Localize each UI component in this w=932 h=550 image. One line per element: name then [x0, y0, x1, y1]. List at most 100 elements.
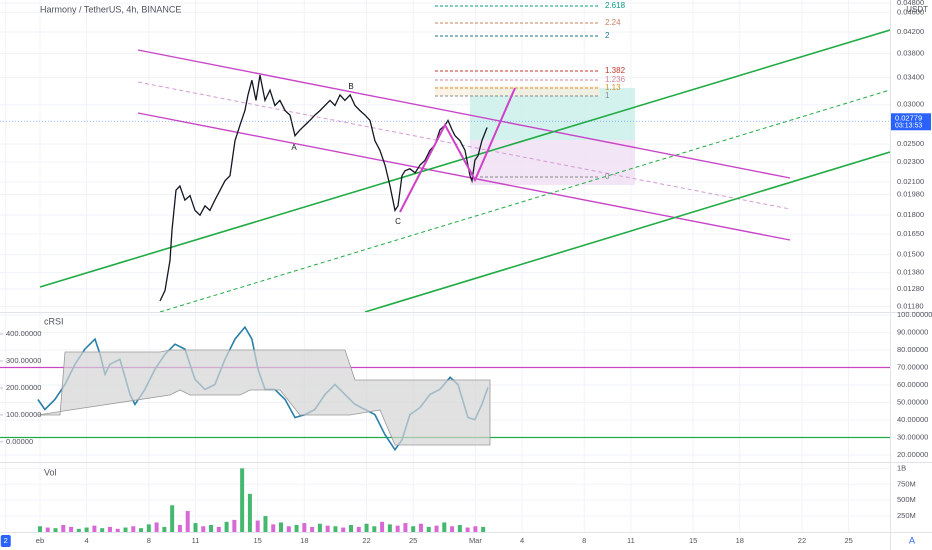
y-tick-label: 0.01500	[897, 250, 924, 259]
y-tick-label: 0.04800	[897, 0, 924, 7]
x-tick-label: 2	[4, 536, 8, 545]
volume-bar	[294, 525, 299, 532]
x-tick-label: 22	[798, 536, 806, 545]
volume-bar	[403, 523, 408, 532]
y-tick-label: 0.04200	[897, 27, 924, 36]
y-tick-label: 0.01380	[897, 268, 924, 277]
volume-bar	[372, 526, 377, 532]
pane-title: Vol	[44, 467, 57, 477]
x-tick-label: 11	[627, 536, 635, 545]
pitchfork-lower	[364, 151, 891, 313]
volume-bar	[92, 525, 97, 532]
pane-title: cRSI	[44, 316, 64, 326]
volume-bar	[84, 527, 89, 532]
axis-unit: USDT	[906, 5, 928, 14]
series-line	[159, 74, 488, 302]
volume-bar	[61, 525, 66, 532]
y-tick-label: 80.00000	[897, 345, 928, 354]
volume-bar	[69, 526, 74, 532]
volume-bar	[170, 505, 175, 532]
volume-bar	[380, 521, 385, 532]
volume-bar	[193, 523, 198, 532]
volume-bar	[286, 526, 291, 532]
countdown-label: 03:13:53	[895, 123, 922, 130]
volume-bar	[224, 521, 229, 532]
y-tick-label: 50.00000	[897, 397, 928, 406]
volume-bar	[434, 525, 439, 532]
x-tick-label: 15	[254, 536, 262, 545]
x-tick-label: 8	[147, 536, 151, 545]
fib-label: 2	[605, 31, 610, 40]
volume-bar	[333, 526, 338, 532]
y-tick-label: 0.01650	[897, 229, 924, 238]
x-tick-label: Mar	[469, 536, 482, 545]
volume-bar	[123, 527, 128, 532]
wave-label: A	[291, 143, 297, 152]
y-tick-label: 0.01980	[897, 190, 924, 199]
crsi-band	[37, 349, 491, 446]
y-tick-label: 500M	[897, 495, 916, 504]
x-tick-label: eb	[36, 536, 44, 545]
y-tick-label: 90.00000	[897, 327, 928, 336]
wave-label: C	[395, 217, 401, 226]
y2-tick-label: 200.00000	[6, 383, 41, 392]
volume-bar	[131, 526, 136, 532]
volume-bar	[247, 493, 252, 532]
x-tick-label: 22	[362, 536, 370, 545]
volume-bar	[457, 525, 462, 532]
x-tick-label: 4	[520, 536, 524, 545]
y-tick-label: 0.01180	[897, 301, 924, 310]
volume-bar	[473, 526, 478, 532]
auto-scale-button[interactable]: A	[909, 535, 915, 545]
volume-bar	[387, 524, 392, 532]
volume-bar	[146, 524, 151, 532]
y-tick-label: 60.00000	[897, 380, 928, 389]
volume-bar	[255, 520, 260, 532]
volume-bar	[154, 522, 159, 532]
x-tick-label: 25	[409, 536, 417, 545]
pitchfork-mid	[159, 89, 891, 313]
y-tick-label: 0.03000	[897, 100, 924, 109]
volume-bar	[450, 526, 455, 532]
x-tick-label: 15	[689, 536, 697, 545]
volume-bar	[185, 511, 190, 532]
y-tick-label: 0.04600	[897, 7, 924, 16]
y-tick-label: 0.03400	[897, 73, 924, 82]
x-tick-label: 4	[85, 536, 89, 545]
channel-lower	[137, 112, 791, 241]
volume-bar	[302, 523, 307, 532]
volume-bar	[100, 528, 105, 532]
y-tick-label: 0.02500	[897, 139, 924, 148]
volume-bar	[465, 527, 470, 532]
chart-title: Harmony / TetherUS, 4h, BINANCE	[40, 4, 181, 14]
y-tick-label: 0.02100	[897, 177, 924, 186]
fib-label: 2.24	[605, 18, 621, 27]
volume-bar	[426, 526, 431, 532]
x-tick-label: 8	[582, 536, 586, 545]
volume-bar	[271, 524, 276, 532]
volume-bar	[53, 528, 58, 532]
volume-bar	[76, 528, 81, 532]
volume-bar	[279, 522, 284, 532]
y-tick-label: 0.01800	[897, 210, 924, 219]
volume-bar	[418, 523, 423, 532]
y-tick-label: 0.03800	[897, 49, 924, 58]
wave-label: B	[348, 82, 353, 91]
fib-label: 2.618	[605, 1, 626, 10]
date-marker	[0, 535, 11, 547]
x-tick-label: 18	[736, 536, 744, 545]
projection-path	[399, 87, 516, 213]
volume-bar	[107, 526, 112, 532]
fib-label: 1.13	[605, 83, 621, 92]
volume-bar	[201, 526, 206, 532]
volume-bar	[364, 523, 369, 532]
fib-label: 1.382	[605, 66, 626, 75]
x-tick-label: 18	[300, 536, 308, 545]
volume-bar	[37, 526, 42, 532]
volume-bar	[442, 522, 447, 532]
fib-zone	[435, 86, 600, 96]
last-price-tag	[891, 113, 931, 131]
